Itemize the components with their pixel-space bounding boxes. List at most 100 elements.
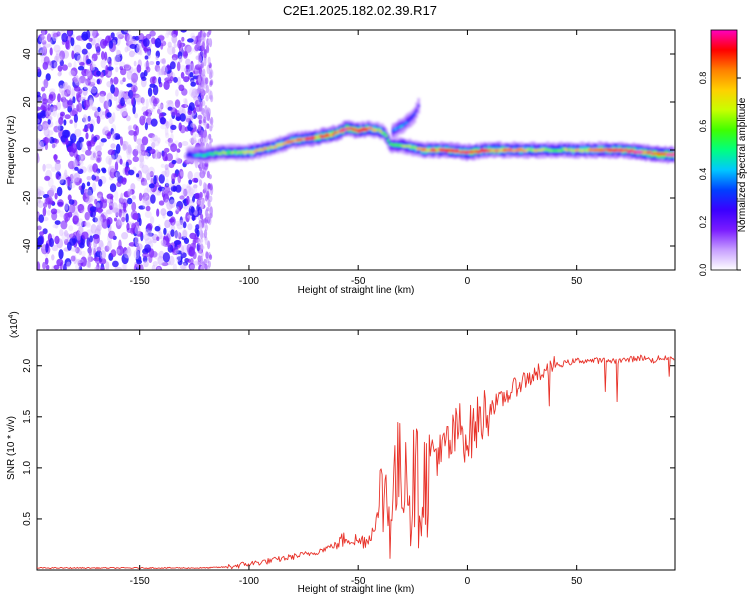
- noise-cell: [202, 136, 206, 147]
- noise-cell: [91, 133, 95, 144]
- noise-cell: [49, 47, 53, 56]
- noise-cell: [96, 51, 101, 56]
- noise-cell: [86, 176, 92, 181]
- noise-cell: [138, 192, 143, 202]
- signal-cell: [542, 147, 545, 151]
- noise-cell: [178, 106, 184, 116]
- noise-cell: [94, 266, 100, 270]
- noise-cell: [166, 30, 170, 36]
- noise-cell: [149, 216, 155, 225]
- noise-cell: [198, 210, 202, 215]
- noise-cell: [110, 249, 117, 258]
- noise-cell: [90, 156, 95, 161]
- noise-cell: [189, 232, 197, 240]
- noise-cell: [157, 137, 161, 144]
- noise-cell: [139, 158, 145, 167]
- signal-cell: [210, 152, 213, 156]
- noise-cell: [58, 249, 64, 260]
- signal-cell: [652, 152, 656, 156]
- signal-cell: [257, 149, 260, 152]
- noise-cell: [51, 244, 59, 252]
- noise-cell: [70, 247, 77, 252]
- noise-cell: [176, 222, 184, 230]
- noise-cell: [173, 43, 177, 48]
- noise-cell: [110, 143, 116, 149]
- noise-cell: [161, 188, 165, 194]
- noise-cell: [55, 55, 63, 63]
- noise-cell: [156, 236, 160, 241]
- noise-cell: [56, 258, 64, 267]
- noise-cell: [55, 174, 60, 180]
- noise-cell: [85, 132, 89, 140]
- noise-cell: [127, 188, 132, 197]
- noise-cell: [89, 99, 94, 107]
- noise-cell: [41, 30, 46, 38]
- colorbar-tick-label: 0.4: [698, 168, 708, 181]
- noise-cell: [59, 50, 66, 61]
- noise-cell: [141, 164, 149, 174]
- noise-cell: [197, 38, 201, 47]
- noise-cell: [53, 61, 58, 69]
- noise-cell: [152, 134, 158, 142]
- noise-cell: [96, 115, 101, 125]
- signal-cell: [412, 145, 416, 149]
- signal-peak: [429, 148, 437, 152]
- signal-cell: [253, 150, 256, 153]
- noise-cell: [161, 58, 166, 65]
- noise-cell: [74, 258, 80, 264]
- signal-cell: [314, 135, 317, 139]
- noise-cell: [116, 245, 124, 256]
- noise-cell: [160, 239, 167, 247]
- noise-cell: [209, 70, 213, 75]
- signal-cell: [581, 149, 585, 152]
- noise-cell: [144, 55, 149, 60]
- noise-cell: [189, 63, 195, 73]
- signal-peak: [665, 153, 672, 157]
- signal-cell: [249, 150, 252, 154]
- signal-cell: [411, 114, 415, 117]
- noise-cell: [145, 98, 149, 109]
- noise-cell: [37, 188, 42, 197]
- noise-cell: [203, 114, 207, 119]
- noise-cell: [88, 37, 93, 42]
- noise-cell: [89, 235, 93, 243]
- noise-cell: [85, 221, 91, 227]
- signal-peak: [597, 148, 605, 152]
- noise-cell: [144, 195, 152, 206]
- signal-cell: [654, 152, 658, 155]
- noise-cell: [82, 128, 89, 132]
- noise-cell: [72, 215, 79, 225]
- noise-cell: [88, 246, 92, 256]
- signal-cell: [560, 146, 563, 153]
- noise-cell: [89, 30, 97, 38]
- noise-cell: [62, 99, 67, 110]
- signal-cell: [243, 151, 247, 155]
- signal-cell: [208, 152, 211, 155]
- noise-cell: [92, 152, 96, 159]
- noise-cell: [37, 140, 42, 149]
- snr-series-line: [37, 354, 675, 570]
- snr-y-ticks: 0.5 1.0 1.5 2.0: [22, 358, 675, 526]
- noise-cell: [87, 141, 92, 151]
- signal-cell: [212, 153, 215, 156]
- noise-cell: [171, 46, 176, 55]
- noise-cell: [91, 57, 95, 67]
- noise-cell: [139, 153, 145, 163]
- noise-cell: [189, 264, 196, 270]
- noise-cell: [108, 230, 116, 239]
- noise-cell: [128, 125, 133, 131]
- signal-cell: [290, 140, 294, 143]
- noise-cell: [131, 222, 136, 229]
- noise-cell: [163, 227, 167, 236]
- signal-cell: [408, 145, 412, 148]
- noise-cell: [157, 255, 164, 266]
- signal-cell: [233, 150, 237, 153]
- noise-cell: [116, 248, 121, 254]
- noise-cell: [206, 111, 210, 121]
- signal-cell: [318, 134, 321, 141]
- signal-cell: [267, 147, 270, 151]
- noise-cell: [71, 50, 75, 60]
- noise-cell: [70, 255, 76, 262]
- signal-cell: [407, 119, 411, 123]
- signal-cell: [349, 127, 353, 130]
